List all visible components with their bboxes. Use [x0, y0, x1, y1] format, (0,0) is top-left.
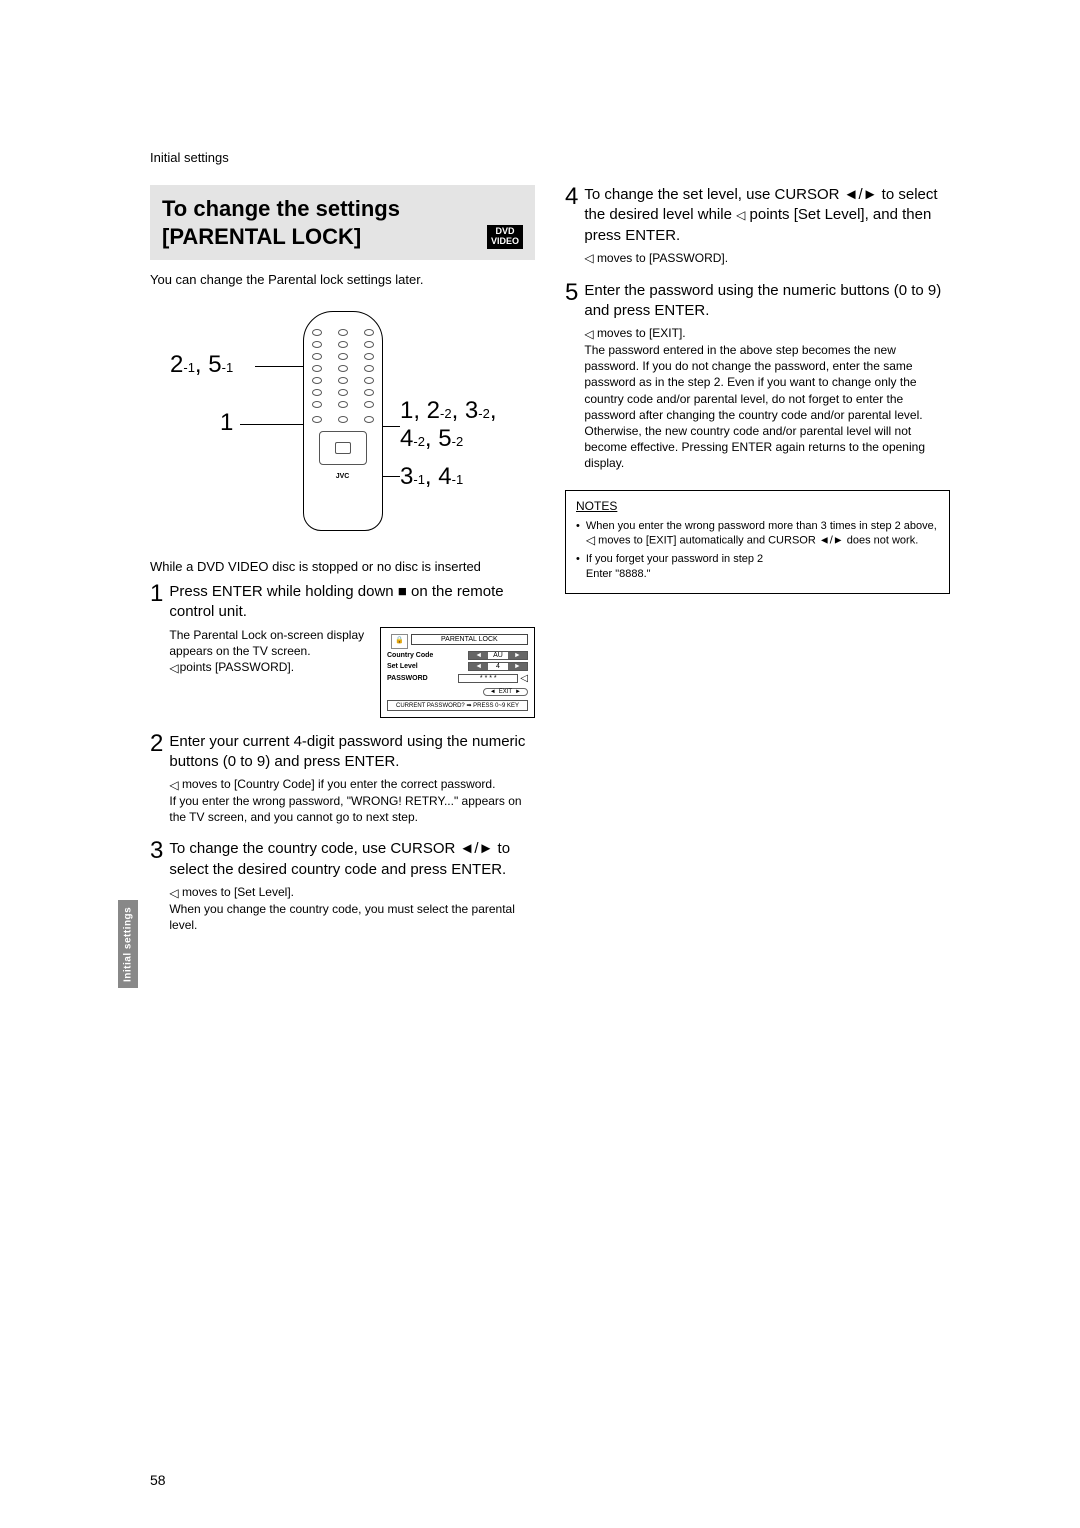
cursor-icon: ◁: [169, 777, 178, 793]
osd-arrow-icon: ◁: [520, 673, 528, 684]
notes-title: NOTES: [576, 499, 939, 513]
step-5: 5 Enter the password using the numeric b…: [565, 281, 950, 472]
intro-text: You can change the Parental lock setting…: [150, 272, 535, 287]
cursor-icon: ◁: [586, 533, 595, 549]
bullet-icon: •: [576, 519, 580, 549]
osd-lock-icon: 🔒: [391, 634, 408, 649]
osd-field-value: ◄AU►: [468, 651, 528, 660]
osd-field-label: PASSWORD: [387, 675, 428, 682]
step-main-text: Enter your current 4-digit password usin…: [169, 732, 535, 773]
cursor-icon: ◁: [584, 250, 593, 266]
step-sub-text: The password entered in the above step b…: [584, 342, 950, 472]
section-title: To change the settings [PARENTAL LOCK]: [162, 195, 472, 250]
step-sub-text: ◁ moves to [EXIT].: [584, 325, 950, 342]
step-context: While a DVD VIDEO disc is stopped or no …: [150, 559, 535, 574]
osd-message: CURRENT PASSWORD? ➡ PRESS 0~9 KEY: [387, 700, 528, 711]
osd-field-label: Country Code: [387, 652, 433, 659]
step-number: 1: [150, 582, 163, 718]
osd-field-value: * * * *: [458, 674, 518, 683]
osd-display: 🔒 PARENTAL LOCK Country Code ◄AU► Set Le…: [380, 627, 535, 718]
side-tab: Initial settings: [118, 900, 138, 988]
step-3: 3 To change the country code, use CURSOR…: [150, 839, 535, 933]
step-main-text: To change the country code, use CURSOR ◄…: [169, 839, 535, 880]
left-column: To change the settings [PARENTAL LOCK] D…: [150, 185, 535, 947]
step-sub-text: ◁ moves to [Set Level].: [169, 884, 535, 901]
step-main-text: To change the set level, use CURSOR ◄/► …: [584, 185, 950, 246]
step-number: 3: [150, 839, 163, 933]
right-column: 4 To change the set level, use CURSOR ◄/…: [565, 185, 950, 947]
cursor-icon: ◁: [169, 885, 178, 901]
osd-exit-button: ◄EXIT►: [483, 688, 528, 696]
step-sub-text: ◁ points [PASSWORD].: [169, 659, 372, 676]
osd-title: PARENTAL LOCK: [411, 634, 528, 645]
section-title-bar: To change the settings [PARENTAL LOCK] D…: [150, 185, 535, 260]
step-sub-text: ◁ moves to [Country Code] if you enter t…: [169, 776, 535, 793]
osd-field-value: ◄4►: [468, 662, 528, 671]
badge-line2: VIDEO: [491, 237, 519, 247]
remote-diagram: 2-1, 5-1 1 1, 2-2, 3-2, 4-2, 5-2 3-1, 4-…: [150, 301, 535, 541]
cursor-icon: ◁: [169, 660, 178, 676]
step-sub-text: ◁ moves to [PASSWORD].: [584, 250, 950, 267]
step-2: 2 Enter your current 4-digit password us…: [150, 732, 535, 826]
step-sub-text: The Parental Lock on-screen display appe…: [169, 627, 372, 659]
step-number: 2: [150, 732, 163, 826]
remote-body: JVC: [303, 311, 383, 531]
bullet-icon: •: [576, 552, 580, 581]
note-item: • If you forget your password in step 2 …: [576, 552, 939, 581]
callout-34: 3-1, 4-1: [400, 463, 463, 491]
step-sub-text: If you enter the wrong password, "WRONG!…: [169, 793, 535, 825]
page-number: 58: [150, 1472, 166, 1488]
breadcrumb: Initial settings: [150, 150, 950, 165]
step-1: 1 Press ENTER while holding down ■ on th…: [150, 582, 535, 718]
cursor-icon: ◁: [736, 207, 745, 223]
step-main-text: Enter the password using the numeric but…: [584, 281, 950, 322]
callout-123: 1, 2-2, 3-2, 4-2, 5-2: [400, 397, 497, 453]
cursor-icon: ◁: [584, 326, 593, 342]
callout-2-5: 2-1, 5-1: [170, 351, 233, 379]
step-number: 4: [565, 185, 578, 267]
notes-box: NOTES • When you enter the wrong passwor…: [565, 490, 950, 594]
step-sub-text: When you change the country code, you mu…: [169, 901, 535, 933]
osd-field-label: Set Level: [387, 663, 418, 670]
osd-exit-row: ◄EXIT►: [387, 688, 528, 696]
callout-1: 1: [220, 409, 233, 437]
dvd-badge: DVD VIDEO: [487, 225, 523, 249]
note-item: • When you enter the wrong password more…: [576, 519, 939, 549]
step-main-text: Press ENTER while holding down ■ on the …: [169, 582, 535, 623]
step-4: 4 To change the set level, use CURSOR ◄/…: [565, 185, 950, 267]
step-number: 5: [565, 281, 578, 472]
